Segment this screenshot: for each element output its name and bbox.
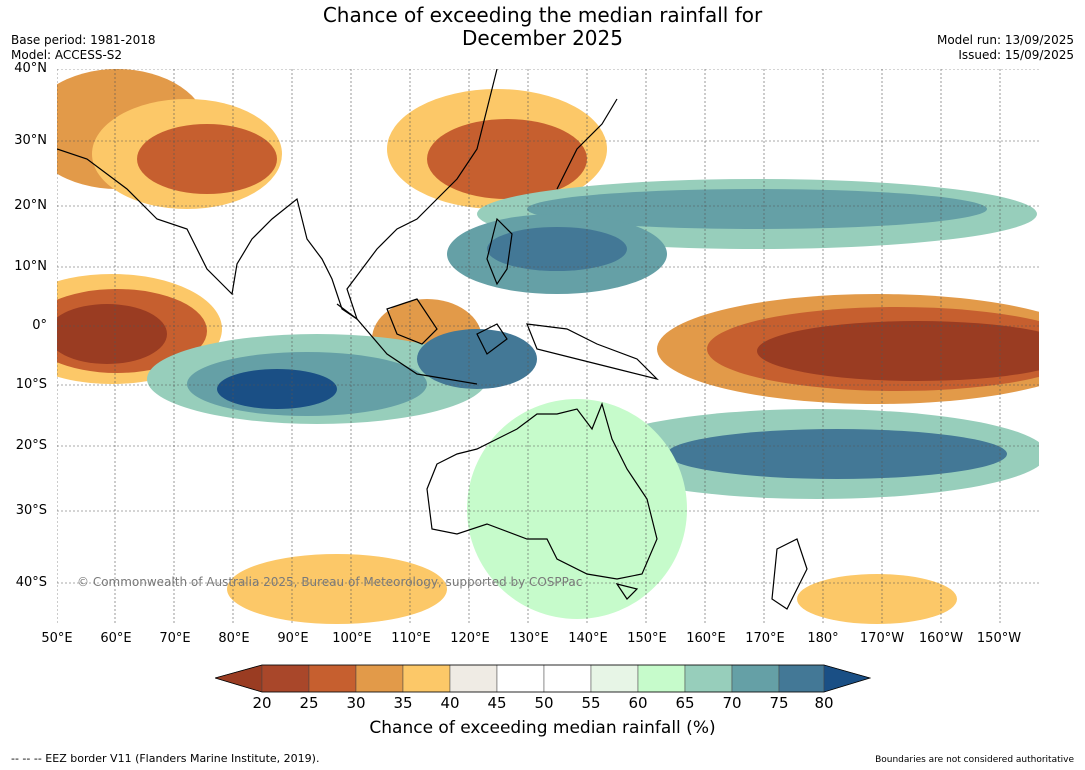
dry-field-south-indian bbox=[227, 554, 447, 624]
colorbar-segment-55-60 bbox=[590, 664, 639, 693]
wet-mid-south-pacific bbox=[667, 429, 1007, 479]
rainfall-probability-map: © Commonwealth of Australia 2025, Bureau… bbox=[57, 69, 1039, 624]
colorbar-tick-75: 75 bbox=[769, 694, 789, 712]
lon-label-170e: 170°E bbox=[745, 631, 785, 646]
lon-label-60e: 60°E bbox=[100, 631, 132, 646]
colorbar-segment-65-70 bbox=[684, 664, 733, 693]
colorbar-tick-70: 70 bbox=[722, 694, 742, 712]
lat-label-20n: 20°N bbox=[14, 198, 47, 213]
lon-label-80e: 80°E bbox=[218, 631, 250, 646]
base-period: Base period: 1981-2018 bbox=[11, 33, 156, 47]
lat-label-20s: 20°S bbox=[15, 438, 47, 453]
probability-fields bbox=[57, 69, 1039, 624]
lat-label-40s: 40°S bbox=[15, 575, 47, 590]
eez-border-note: -- -- -- EEZ border V11 (Flanders Marine… bbox=[11, 752, 320, 765]
issued-date: Issued: 15/09/2025 bbox=[958, 48, 1074, 62]
boundary-disclaimer: Boundaries are not considered authoritat… bbox=[875, 755, 1074, 765]
colorbar-tick-40: 40 bbox=[440, 694, 460, 712]
lon-label-90e: 90°E bbox=[277, 631, 309, 646]
colorbar-outline bbox=[215, 664, 871, 693]
colorbar-label: Chance of exceeding median rainfall (%) bbox=[369, 718, 716, 738]
wet-field-australia bbox=[467, 399, 687, 619]
meta-right: Model run: 13/09/2025 Issued: 15/09/2025 bbox=[937, 33, 1074, 63]
title-line-2: December 2025 bbox=[462, 26, 623, 50]
lon-label-180: 180° bbox=[807, 631, 839, 646]
wet-core-philippines bbox=[487, 227, 627, 271]
colorbar-tick-80: 80 bbox=[814, 694, 834, 712]
lon-label-160w: 160°W bbox=[918, 631, 964, 646]
lon-label-160e: 160°E bbox=[686, 631, 726, 646]
coastline-asia bbox=[57, 69, 498, 321]
lat-label-10n: 10°N bbox=[14, 259, 47, 274]
colorbar-segment-60-65 bbox=[637, 664, 686, 693]
colorbar-tick-60: 60 bbox=[628, 694, 648, 712]
coastline-tasmania bbox=[615, 583, 639, 600]
lon-label-50e: 50°E bbox=[41, 631, 73, 646]
lat-label-30s: 30°S bbox=[15, 503, 47, 518]
colorbar-segment-70-75 bbox=[731, 664, 780, 693]
dry-core-indian-ocean bbox=[57, 304, 167, 364]
coastline-borneo bbox=[386, 298, 438, 345]
lat-label-0: 0° bbox=[32, 318, 47, 333]
lat-label-10s: 10°S bbox=[15, 377, 47, 392]
colorbar-tick-65: 65 bbox=[675, 694, 695, 712]
lon-label-130e: 130°E bbox=[509, 631, 549, 646]
colorbar-segment-30-35 bbox=[355, 664, 404, 693]
title-line-1: Chance of exceeding the median rainfall … bbox=[322, 3, 763, 27]
coastline-australia bbox=[426, 402, 658, 580]
coastline-philippines bbox=[486, 217, 513, 286]
colorbar-tick-50: 50 bbox=[534, 694, 554, 712]
colorbar-segment-50-55 bbox=[543, 664, 592, 693]
colorbar-tick-25: 25 bbox=[299, 694, 319, 712]
dry-core-pacific bbox=[757, 321, 1039, 381]
colorbar-segment-40-45 bbox=[449, 664, 498, 693]
colorbar bbox=[215, 664, 871, 693]
lat-label-40n: 40°N bbox=[14, 61, 47, 76]
coastline-japan bbox=[556, 98, 618, 190]
lon-label-140e: 140°E bbox=[568, 631, 608, 646]
coastline-new-guinea bbox=[526, 323, 659, 381]
lon-label-120e: 120°E bbox=[450, 631, 490, 646]
lon-label-100e: 100°E bbox=[332, 631, 372, 646]
lat-label-30n: 30°N bbox=[14, 133, 47, 148]
map-title: Chance of exceeding the median rainfall … bbox=[0, 4, 1085, 50]
wet-mid-north-pacific bbox=[527, 189, 987, 229]
meta-left: Base period: 1981-2018 Model: ACCESS-S2 bbox=[11, 33, 156, 63]
colorbar-segment-20-25 bbox=[261, 664, 310, 693]
colorbar-tick-35: 35 bbox=[393, 694, 413, 712]
colorbar-tick-30: 30 bbox=[346, 694, 366, 712]
colorbar-segment-25-30 bbox=[308, 664, 357, 693]
dry-core-india-north bbox=[137, 124, 277, 194]
colorbar-segment-35-40 bbox=[402, 664, 451, 693]
model-name: Model: ACCESS-S2 bbox=[11, 48, 123, 62]
dry-field-tasman bbox=[797, 574, 957, 624]
lon-label-110e: 110°E bbox=[391, 631, 431, 646]
lon-label-70e: 70°E bbox=[159, 631, 191, 646]
colorbar-segment-75-80 bbox=[778, 664, 825, 693]
coastline-sulawesi bbox=[476, 323, 508, 355]
dry-core-china bbox=[427, 119, 587, 199]
model-run: Model run: 13/09/2025 bbox=[936, 33, 1074, 47]
coastline-new-zealand bbox=[771, 538, 808, 610]
coastlines bbox=[57, 69, 808, 610]
copyright-text: © Commonwealth of Australia 2025, Bureau… bbox=[77, 575, 582, 589]
lon-label-150w: 150°W bbox=[976, 631, 1022, 646]
colorbar-segment-over bbox=[823, 664, 871, 693]
colorbar-tick-20: 20 bbox=[252, 694, 272, 712]
colorbar-segment-under bbox=[215, 664, 263, 693]
colorbar-tick-55: 55 bbox=[581, 694, 601, 712]
lon-label-150e: 150°E bbox=[627, 631, 667, 646]
colorbar-tick-45: 45 bbox=[487, 694, 507, 712]
colorbar-segment-45-50 bbox=[496, 664, 545, 693]
coastline-sumatra-java bbox=[336, 303, 478, 385]
wet-field-maritime bbox=[417, 329, 537, 389]
lon-label-170w: 170°W bbox=[859, 631, 905, 646]
wet-core-indian-ocean bbox=[217, 369, 337, 409]
